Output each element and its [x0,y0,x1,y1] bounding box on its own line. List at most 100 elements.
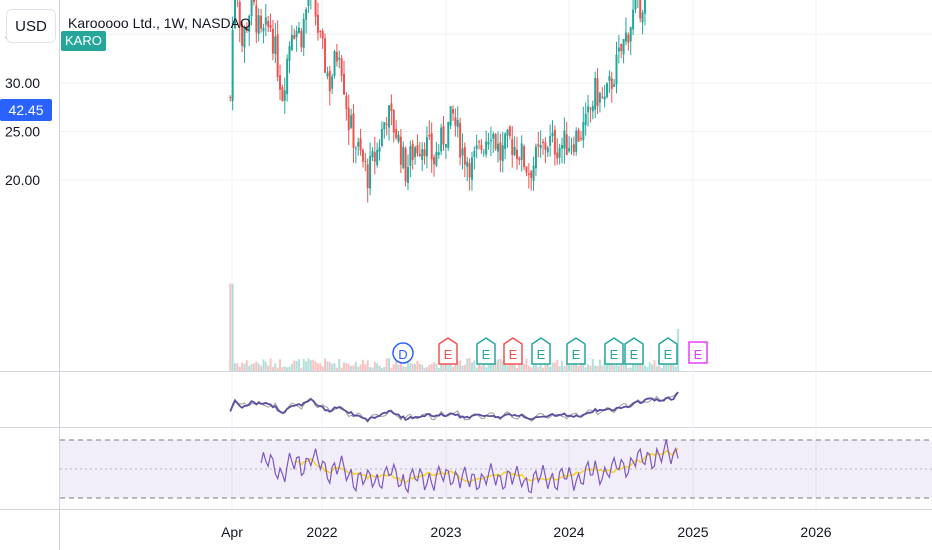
candle-body [641,12,644,23]
rsi-ma-line [294,448,679,484]
volume-bar [658,365,661,371]
x-tick-label: 2022 [306,524,337,540]
badge-label: D [398,347,407,362]
volume-bar [359,364,362,371]
candle-body [579,137,582,139]
candle-body [530,171,533,178]
volume-bar [418,364,421,371]
candle-body [568,147,571,152]
volume-bar [549,366,552,371]
badge-label: E [610,347,619,362]
badge-label: E [630,347,639,362]
volume-bar [646,367,649,371]
candle-body [482,151,485,153]
volume-bar [326,361,329,371]
dividend-badge: D [392,342,414,364]
candle-body [608,76,611,81]
earnings-icon [438,337,458,365]
volume-bar [608,363,611,371]
volume-bar [290,363,293,371]
candle-body [335,51,338,62]
candle-body [409,146,412,166]
earnings-icon [503,337,523,365]
volume-bar [565,363,568,371]
volume-bar [236,363,239,371]
volume-bar [385,358,388,371]
volume-bar [357,366,360,371]
volume-bar [314,361,317,371]
volume-bar [444,359,447,371]
volume-bar [414,363,417,371]
volume-bar [350,365,353,371]
volume-bar [423,367,426,371]
volume-bar [527,365,530,371]
volume-bar [288,366,291,371]
rsi-line [260,439,679,494]
price-line-label: 42.45 [0,99,52,121]
volume-bar [234,363,237,371]
volume-bar [241,362,244,371]
candle-body [243,27,246,48]
volume-bar [411,363,414,371]
volume-bar [660,367,663,371]
candle-body [553,129,556,155]
candle-body [456,119,459,128]
candle-body [402,146,405,168]
candle-body [470,157,473,180]
candle-body [508,126,511,137]
volume-bar [352,365,355,371]
volume-bar [530,367,533,371]
candle-body [314,0,317,17]
volume-bar [575,364,578,371]
candle-body [302,19,305,48]
earnings-badge: E [658,337,678,365]
volume-bar [485,367,488,371]
candle-body [321,30,324,39]
volume-bar [392,364,395,371]
badge-label: E [664,347,673,362]
candle-body [347,108,350,131]
chart-title: Karooooo Ltd., 1W, NASDAQ [68,15,251,31]
volume-bar [677,328,680,371]
candle-body [331,76,334,89]
volume-bar [404,366,407,371]
candle-body [487,142,490,145]
volume-bar [324,358,327,371]
volume-bar [437,367,440,371]
volume-bar [651,364,654,371]
candle-body [262,27,265,32]
badge-label: E [694,347,703,362]
volume-bar [321,366,324,371]
candle-body [293,35,296,40]
volume-bar [624,358,627,371]
candle-body [326,72,329,77]
candle-body [565,134,568,155]
volume-bar [442,359,445,371]
candle-body [378,147,381,152]
ticker-badge: KARO [61,31,106,51]
candle-body [366,164,369,189]
currency-button[interactable]: USD [6,9,56,43]
volume-bar [283,366,286,371]
x-tick-label: 2024 [553,524,584,540]
candle-body [617,47,620,52]
candle-body [343,73,346,95]
volume-bar [302,358,305,371]
candle-body [269,25,272,28]
candle-body [245,27,248,31]
volume-bar [532,363,535,371]
volume-bar [674,366,677,371]
volume-bar [297,359,300,371]
volume-bar [250,363,253,371]
volume-bar [378,365,381,371]
candle-body [442,125,445,145]
candle-body [257,15,260,34]
candle-body [428,134,431,137]
candle-body [478,141,481,143]
volume-bar [440,358,443,371]
volume-bar [634,362,637,371]
candle-body [499,142,502,161]
candle-body [473,150,476,157]
